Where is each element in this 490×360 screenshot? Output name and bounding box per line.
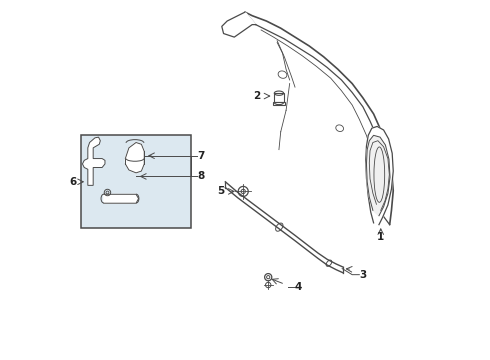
Text: 2: 2 [253,91,260,101]
Polygon shape [272,102,285,105]
Polygon shape [125,143,144,173]
Polygon shape [274,93,284,103]
Text: 7: 7 [198,151,205,161]
Polygon shape [104,194,139,203]
Polygon shape [222,12,256,37]
Text: 1: 1 [377,232,384,242]
Text: 6: 6 [69,177,76,187]
Polygon shape [366,126,393,225]
Text: 5: 5 [217,186,224,197]
Text: 8: 8 [198,171,205,181]
Polygon shape [225,182,343,273]
Text: 4: 4 [295,282,302,292]
Text: 3: 3 [359,270,367,280]
Polygon shape [82,137,105,185]
FancyBboxPatch shape [81,135,192,228]
Polygon shape [367,135,390,216]
